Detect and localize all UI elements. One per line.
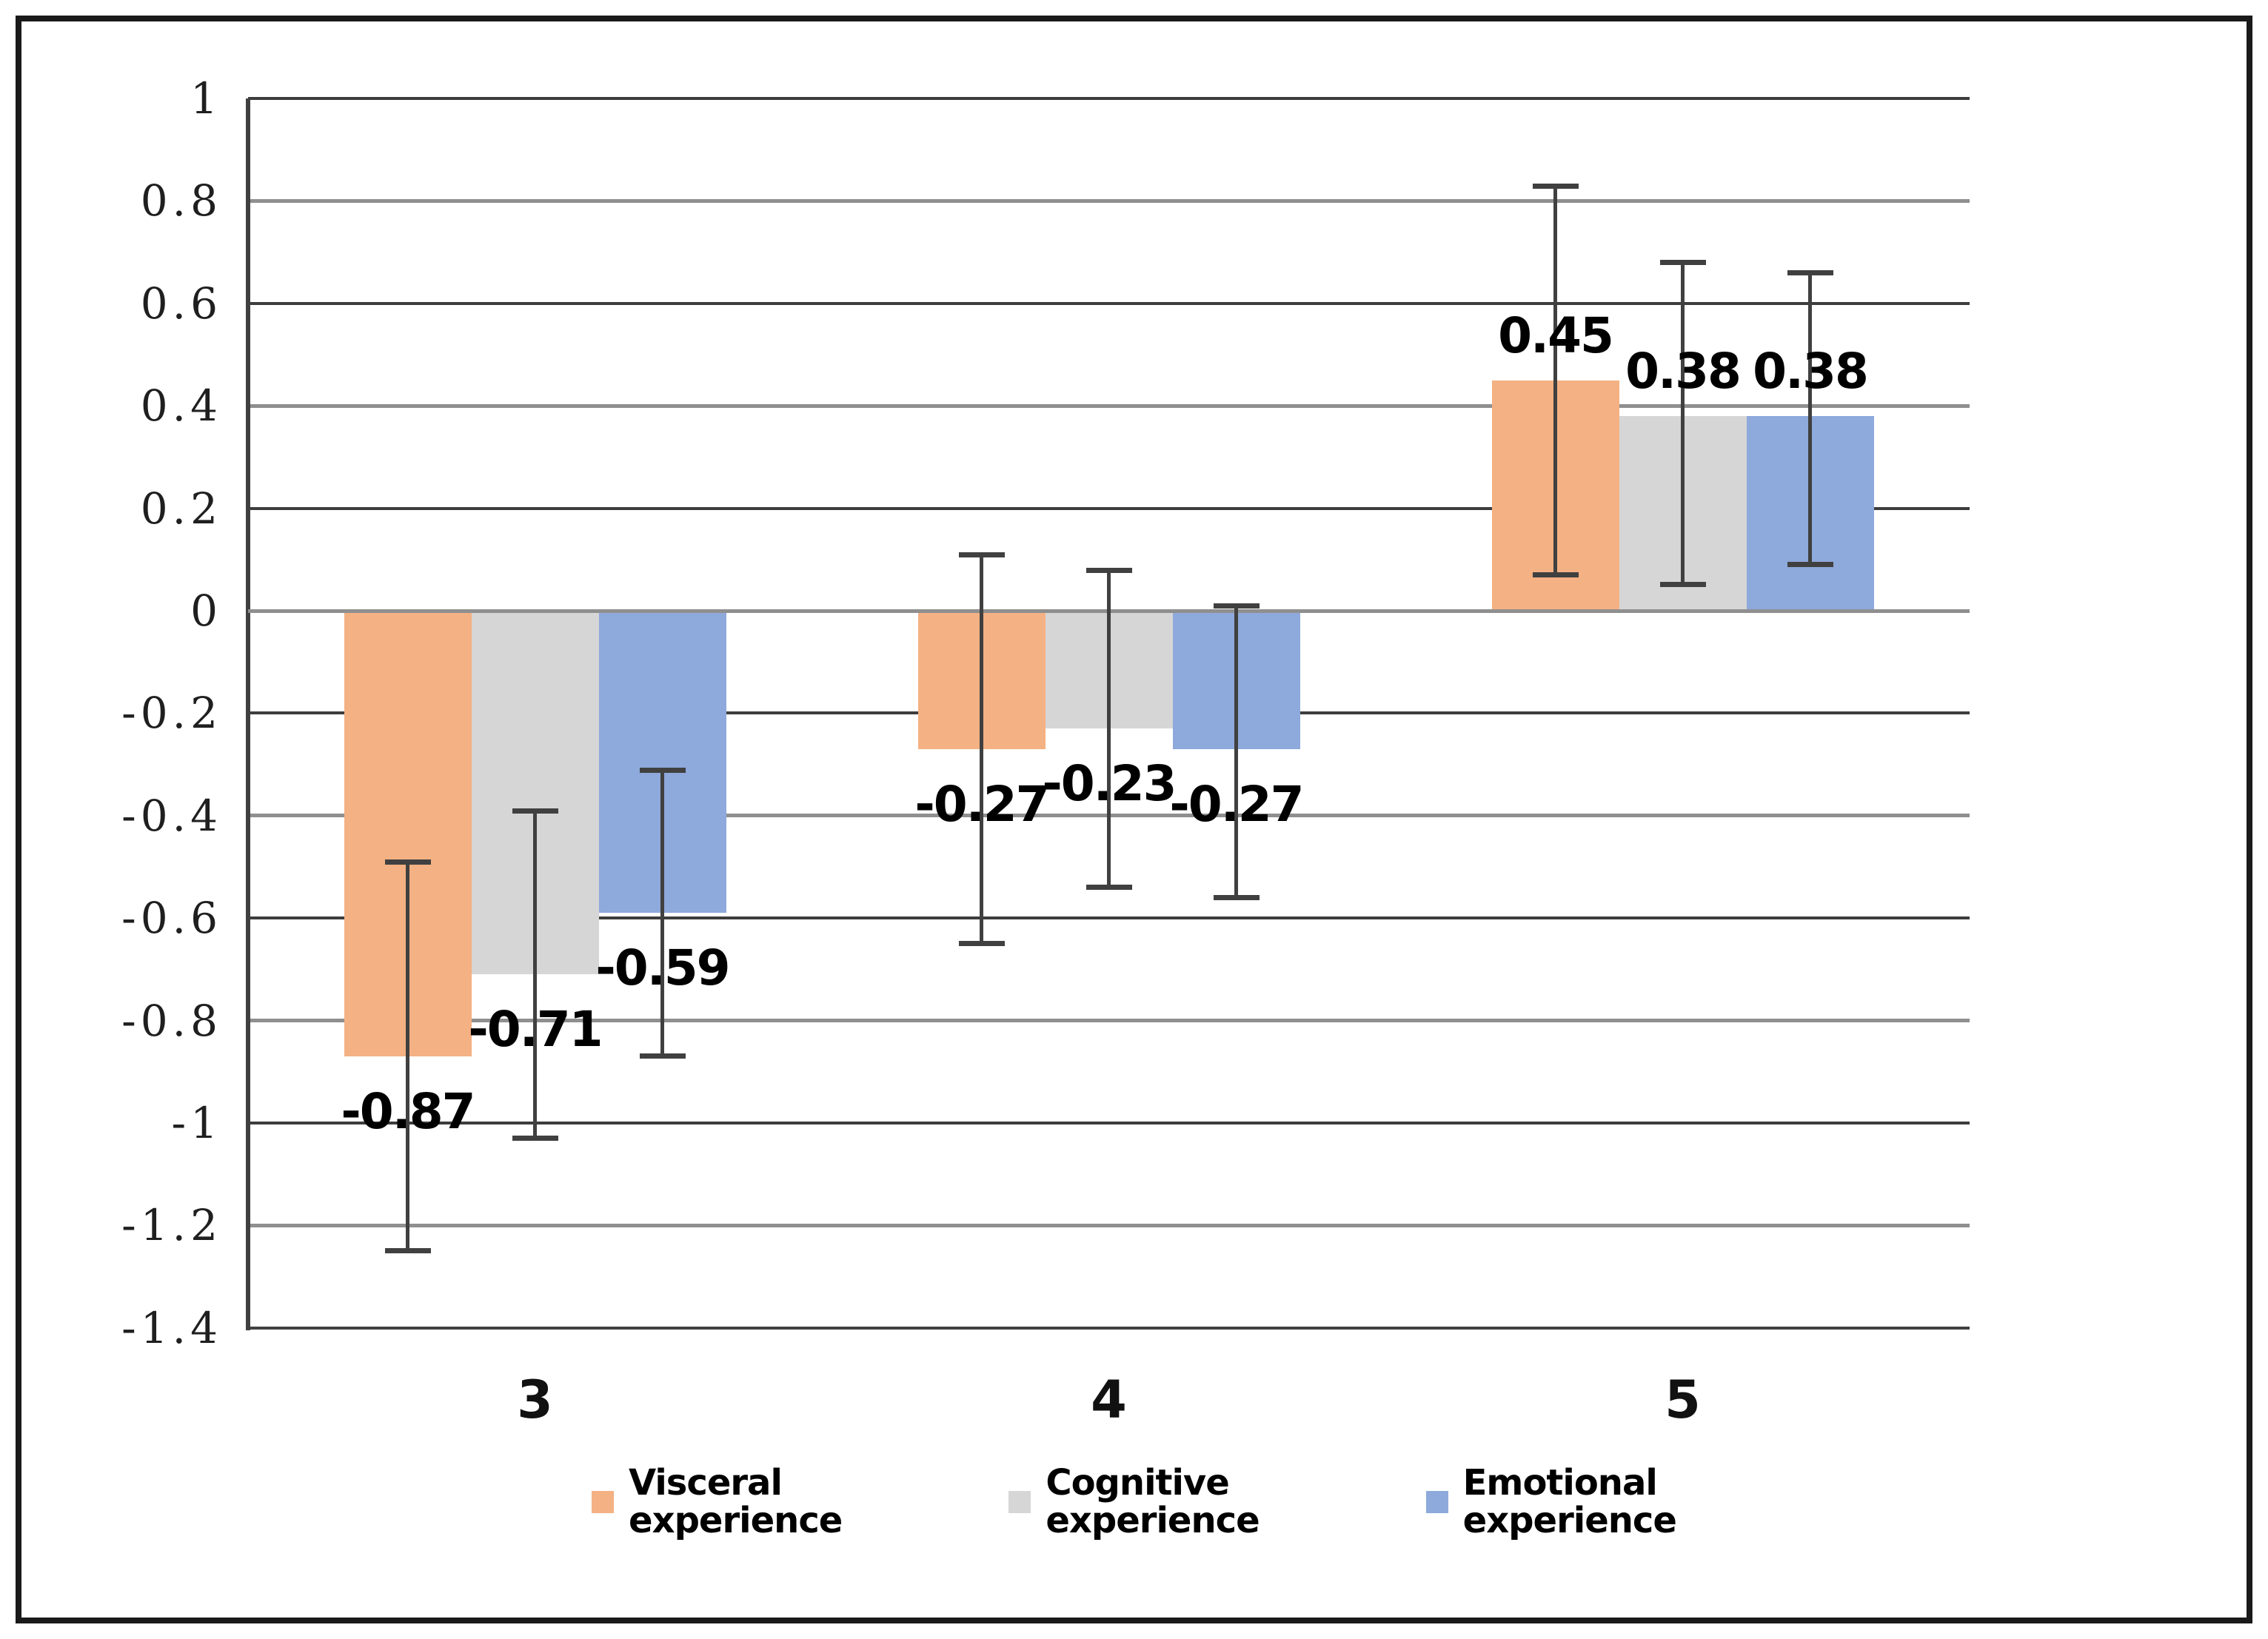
y-tick-label: -0.6 [121, 893, 222, 944]
error-bar [1107, 569, 1111, 888]
bar-value-label: -0.23 [1042, 755, 1177, 813]
y-tick-label: 0 [190, 586, 222, 636]
legend-swatch [1008, 1491, 1031, 1513]
error-bar [1553, 185, 1557, 575]
error-bar [980, 554, 983, 944]
gridline [248, 916, 1970, 920]
error-bar-cap-top [1213, 603, 1260, 609]
legend-item: Cognitive experience [1008, 1462, 1260, 1541]
bar-value-label: 0.45 [1498, 306, 1614, 364]
error-bar-cap-bottom [1213, 894, 1260, 900]
y-tick-label: -1.4 [121, 1302, 222, 1353]
error-bar-cap-top [512, 808, 558, 814]
gridline [248, 301, 1970, 305]
x-tick-label: 4 [1091, 1369, 1127, 1430]
gridline [248, 198, 1970, 203]
gridline [248, 1019, 1970, 1023]
bar-value-label: -0.87 [341, 1083, 475, 1141]
y-tick-label: -0.2 [121, 688, 222, 739]
bar-value-label: -0.59 [595, 939, 730, 997]
y-tick-label: 1 [190, 73, 222, 124]
error-bar-cap-top [384, 859, 431, 865]
gridline [248, 506, 1970, 510]
error-bar-cap-bottom [1532, 572, 1579, 577]
legend-label: Cognitive experience [1046, 1462, 1260, 1541]
legend-label: Emotional experience [1462, 1462, 1677, 1541]
y-tick-label: 0.6 [140, 278, 222, 329]
error-bar-cap-top [1659, 260, 1706, 266]
error-bar [660, 769, 664, 1057]
legend-swatch [592, 1491, 615, 1513]
error-bar-cap-bottom [512, 1135, 558, 1141]
y-tick-label: -1 [171, 1098, 222, 1148]
error-bar-cap-bottom [1787, 561, 1833, 567]
bar-value-label: -0.27 [1169, 775, 1304, 833]
error-bar-cap-top [958, 552, 1005, 557]
error-bar-cap-bottom [1086, 884, 1132, 890]
error-bar [406, 862, 409, 1251]
bar-value-label: -0.71 [468, 1001, 603, 1059]
legend-item: Emotional experience [1425, 1462, 1677, 1541]
error-bar [1234, 606, 1238, 898]
error-bar-cap-top [1787, 270, 1833, 276]
bar-value-label: 0.38 [1753, 343, 1869, 400]
bar-value-label: -0.27 [914, 775, 1049, 833]
error-bar-cap-top [639, 767, 686, 773]
error-bar-cap-bottom [639, 1053, 686, 1059]
error-bar-cap-top [1086, 567, 1132, 573]
error-bar-cap-top [1532, 183, 1579, 189]
error-bar-cap-bottom [1659, 582, 1706, 588]
x-tick-label: 3 [517, 1369, 553, 1430]
gridline [248, 97, 1970, 100]
error-bar [533, 810, 537, 1139]
gridline [248, 1122, 1970, 1124]
y-tick-label: -1.2 [121, 1200, 222, 1251]
gridline [248, 403, 1970, 408]
error-bar [1808, 272, 1812, 565]
legend: Visceral experience Cognitive experience E… [0, 1464, 2268, 1540]
gridline [248, 1223, 1970, 1227]
y-tick-label: 0.8 [140, 175, 222, 227]
error-bar [1681, 262, 1685, 586]
legend-item: Visceral experience [592, 1462, 843, 1541]
x-tick-label: 5 [1665, 1369, 1701, 1430]
x-axis-line [248, 1326, 1970, 1330]
y-tick-label: -0.4 [121, 790, 222, 841]
y-tick-label: -0.8 [121, 995, 222, 1046]
bar-value-label: 0.38 [1625, 343, 1742, 400]
y-tick-label: 0.4 [140, 381, 222, 432]
legend-label: Visceral experience [629, 1462, 843, 1541]
legend-swatch [1425, 1491, 1448, 1513]
error-bar-cap-bottom [958, 940, 1005, 946]
y-tick-label: 0.2 [140, 483, 222, 534]
y-axis-line [246, 98, 250, 1330]
error-bar-cap-bottom [384, 1248, 431, 1253]
